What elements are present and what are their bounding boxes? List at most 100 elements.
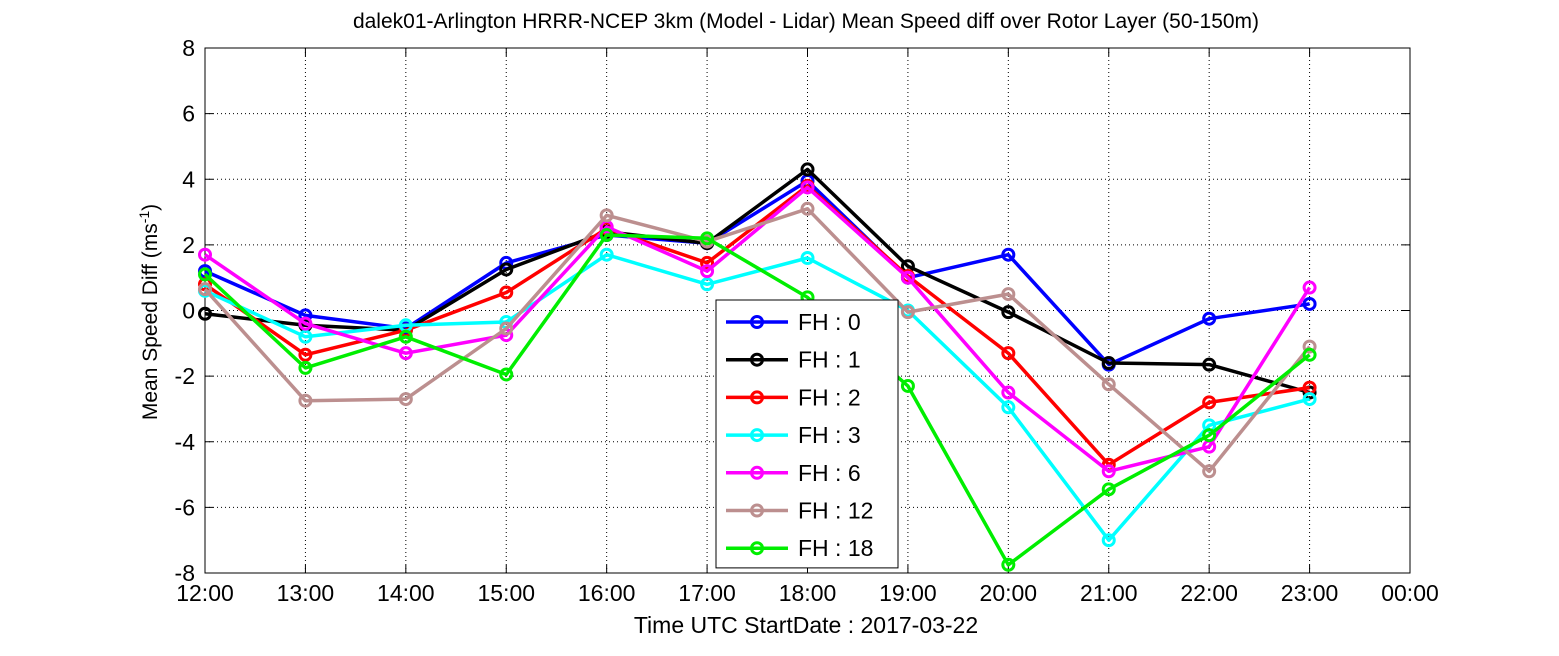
series-point [499, 367, 514, 382]
y-axis-label-sup: -1 [136, 211, 152, 224]
series-point [700, 231, 715, 246]
series-point [599, 228, 614, 243]
series-point [198, 247, 212, 262]
series-fh-12 [198, 201, 1317, 479]
legend-entry-label: FH : 2 [798, 384, 861, 410]
legend-swatch-marker [750, 315, 764, 329]
chart-title: dalek01-Arlington HRRR-NCEP 3km (Model -… [353, 10, 1259, 33]
series-point [198, 282, 212, 297]
series-point [700, 255, 715, 270]
legend-swatch-marker [750, 541, 764, 556]
x-tick-label: 21:00 [1080, 580, 1138, 606]
series-point [1302, 339, 1317, 354]
series-point [1101, 533, 1116, 548]
series-point [700, 264, 715, 279]
series-point [1001, 287, 1016, 302]
x-tick-label: 14:00 [377, 580, 435, 606]
series-point [599, 247, 614, 262]
series-point [1001, 400, 1016, 415]
series-point [198, 306, 212, 321]
legend-entry-label: FH : 18 [798, 535, 873, 561]
series-point [1302, 392, 1317, 407]
y-axis-label-end: ) [139, 204, 162, 211]
series-point [398, 392, 413, 407]
series-point [1302, 385, 1317, 400]
legend-entry-label: FH : 3 [798, 422, 861, 448]
series-fh-18 [198, 228, 1317, 572]
y-axis-label: Mean Speed Diff (ms-1) [136, 204, 162, 420]
series-point [800, 162, 815, 177]
y-tick-label: 8 [182, 35, 195, 61]
y-tick-label: -6 [175, 494, 195, 520]
series-point [499, 321, 514, 336]
y-tick-label: -4 [175, 429, 196, 455]
series-point [1001, 385, 1016, 400]
legend-swatch-marker [750, 390, 764, 405]
y-axis-label-main: Mean Speed Diff (ms [139, 223, 162, 420]
series-point [1101, 377, 1116, 392]
x-tick-label: 23:00 [1281, 580, 1339, 606]
series-point [398, 329, 413, 344]
series-point [298, 316, 313, 331]
series-point [198, 267, 212, 282]
series-point [1302, 280, 1317, 295]
series-line [204, 252, 1311, 542]
series-point [900, 378, 915, 393]
series-point [1001, 305, 1016, 320]
series-line [204, 167, 1311, 395]
legend: FH : 0 FH : 1 FH : 2 FH : 3 FH : 6 FH : 12 FH … [715, 299, 899, 569]
series-point [900, 270, 915, 285]
series-point [1001, 346, 1016, 361]
series-point [900, 305, 915, 320]
series-point [1302, 347, 1317, 362]
series-point [298, 360, 313, 375]
series-line [203, 233, 1311, 567]
series-point [1302, 296, 1317, 311]
series-point [1202, 311, 1217, 326]
legend-swatch-marker [750, 352, 764, 367]
series-point [700, 277, 715, 292]
y-tick-label: 4 [182, 166, 195, 192]
series-point [499, 285, 514, 300]
legend-swatch-marker [750, 503, 764, 518]
series-point [499, 262, 514, 277]
x-tick-label: 17:00 [678, 580, 736, 606]
series-point [1101, 482, 1116, 497]
series-point [800, 180, 815, 195]
series-point [1101, 464, 1116, 479]
series-point [1202, 428, 1217, 443]
x-axis-label: Time UTC StartDate : 2017-03-22 [634, 612, 978, 638]
y-tick-label: 6 [182, 101, 195, 127]
series-point [1202, 357, 1217, 372]
legend-entry-label: FH : 0 [798, 309, 861, 335]
y-tick-label: 2 [182, 232, 195, 258]
series-point [398, 346, 413, 361]
legend-entry-label: FH : 12 [798, 498, 873, 524]
x-tick-label: 13:00 [277, 580, 335, 606]
legend-swatch-marker [750, 428, 764, 443]
series-point [298, 329, 313, 344]
x-tick-label: 15:00 [477, 580, 535, 606]
series-line [204, 185, 1312, 474]
legend-swatch-marker [750, 465, 764, 480]
plot-area: 12:00 13:00 14:00 15:00 16:00 17:00 18:00 19:00… [175, 35, 1439, 606]
legend-entry-label: FH : 6 [798, 460, 861, 486]
x-tick-label: 22:00 [1180, 580, 1238, 606]
series-point [298, 347, 313, 362]
x-tick-label: 18:00 [779, 580, 837, 606]
x-tick-label: 00:00 [1381, 580, 1439, 606]
series-line [203, 207, 1311, 474]
series-fh-3 [198, 247, 1317, 548]
y-tick-label: 0 [182, 298, 195, 324]
series-point [1202, 395, 1217, 410]
x-tick-label: 19:00 [879, 580, 937, 606]
series-point [1001, 247, 1016, 262]
series-point [800, 251, 815, 265]
x-tick-label: 16:00 [578, 580, 636, 606]
series-point [1202, 464, 1217, 479]
y-tick-label: -2 [175, 363, 195, 389]
x-tick-label: 20:00 [980, 580, 1038, 606]
series-point [1101, 356, 1116, 370]
x-tick-label: 12:00 [176, 580, 234, 606]
